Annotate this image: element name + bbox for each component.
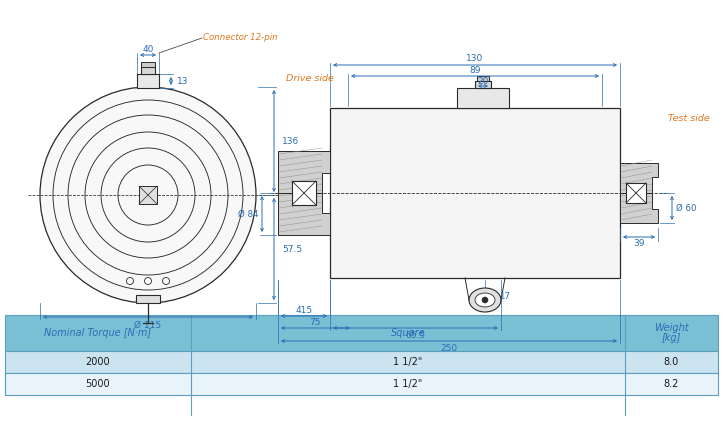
- Ellipse shape: [469, 288, 501, 312]
- Circle shape: [145, 192, 151, 198]
- Bar: [475, 81, 491, 88]
- Text: 136: 136: [282, 137, 299, 146]
- Bar: [5, 373, 718, 395]
- Text: 1 1/2": 1 1/2": [393, 379, 423, 389]
- Ellipse shape: [475, 293, 495, 307]
- Text: 17: 17: [499, 291, 510, 300]
- Text: Test side: Test side: [668, 113, 710, 123]
- Text: Connector 12-pin: Connector 12-pin: [203, 33, 278, 41]
- Bar: [5, 351, 718, 373]
- Bar: [477, 76, 489, 81]
- Bar: [292, 181, 316, 205]
- Text: 65.5: 65.5: [406, 330, 426, 340]
- Text: 5000: 5000: [86, 379, 111, 389]
- Text: 20: 20: [477, 77, 489, 85]
- Text: 8.0: 8.0: [664, 357, 679, 367]
- Bar: [141, 67, 155, 74]
- Text: 89: 89: [469, 66, 481, 74]
- Text: Ø 115: Ø 115: [134, 321, 161, 330]
- Text: 13: 13: [177, 77, 189, 85]
- Bar: [5, 315, 718, 351]
- Text: 130: 130: [466, 53, 484, 63]
- Bar: [626, 183, 646, 203]
- Text: Nominal Torque [N·m]: Nominal Torque [N·m]: [44, 328, 152, 338]
- Bar: [136, 295, 160, 303]
- Text: 75: 75: [309, 318, 321, 327]
- Ellipse shape: [40, 87, 256, 303]
- Text: Square: Square: [390, 328, 425, 338]
- Text: 1 1/2": 1 1/2": [393, 357, 423, 367]
- Bar: [141, 62, 155, 67]
- Circle shape: [482, 297, 488, 303]
- Text: 415: 415: [296, 305, 312, 314]
- Text: Drive side: Drive side: [286, 74, 334, 82]
- Text: Weight: Weight: [654, 323, 689, 333]
- Bar: [139, 186, 157, 204]
- Polygon shape: [620, 163, 658, 193]
- Bar: [137, 74, 159, 88]
- Text: 40: 40: [142, 44, 154, 53]
- Polygon shape: [278, 193, 330, 235]
- Text: Ø 60: Ø 60: [676, 203, 696, 212]
- Text: 57.5: 57.5: [282, 244, 302, 253]
- Text: 39: 39: [633, 239, 645, 247]
- Polygon shape: [620, 193, 658, 223]
- Text: 2000: 2000: [86, 357, 111, 367]
- Bar: [330, 108, 620, 278]
- Bar: [457, 88, 509, 108]
- Text: 250: 250: [440, 343, 458, 352]
- Text: [kg]: [kg]: [662, 333, 681, 343]
- Polygon shape: [278, 151, 330, 193]
- Text: 8.2: 8.2: [664, 379, 679, 389]
- Text: Ø 84: Ø 84: [239, 209, 259, 219]
